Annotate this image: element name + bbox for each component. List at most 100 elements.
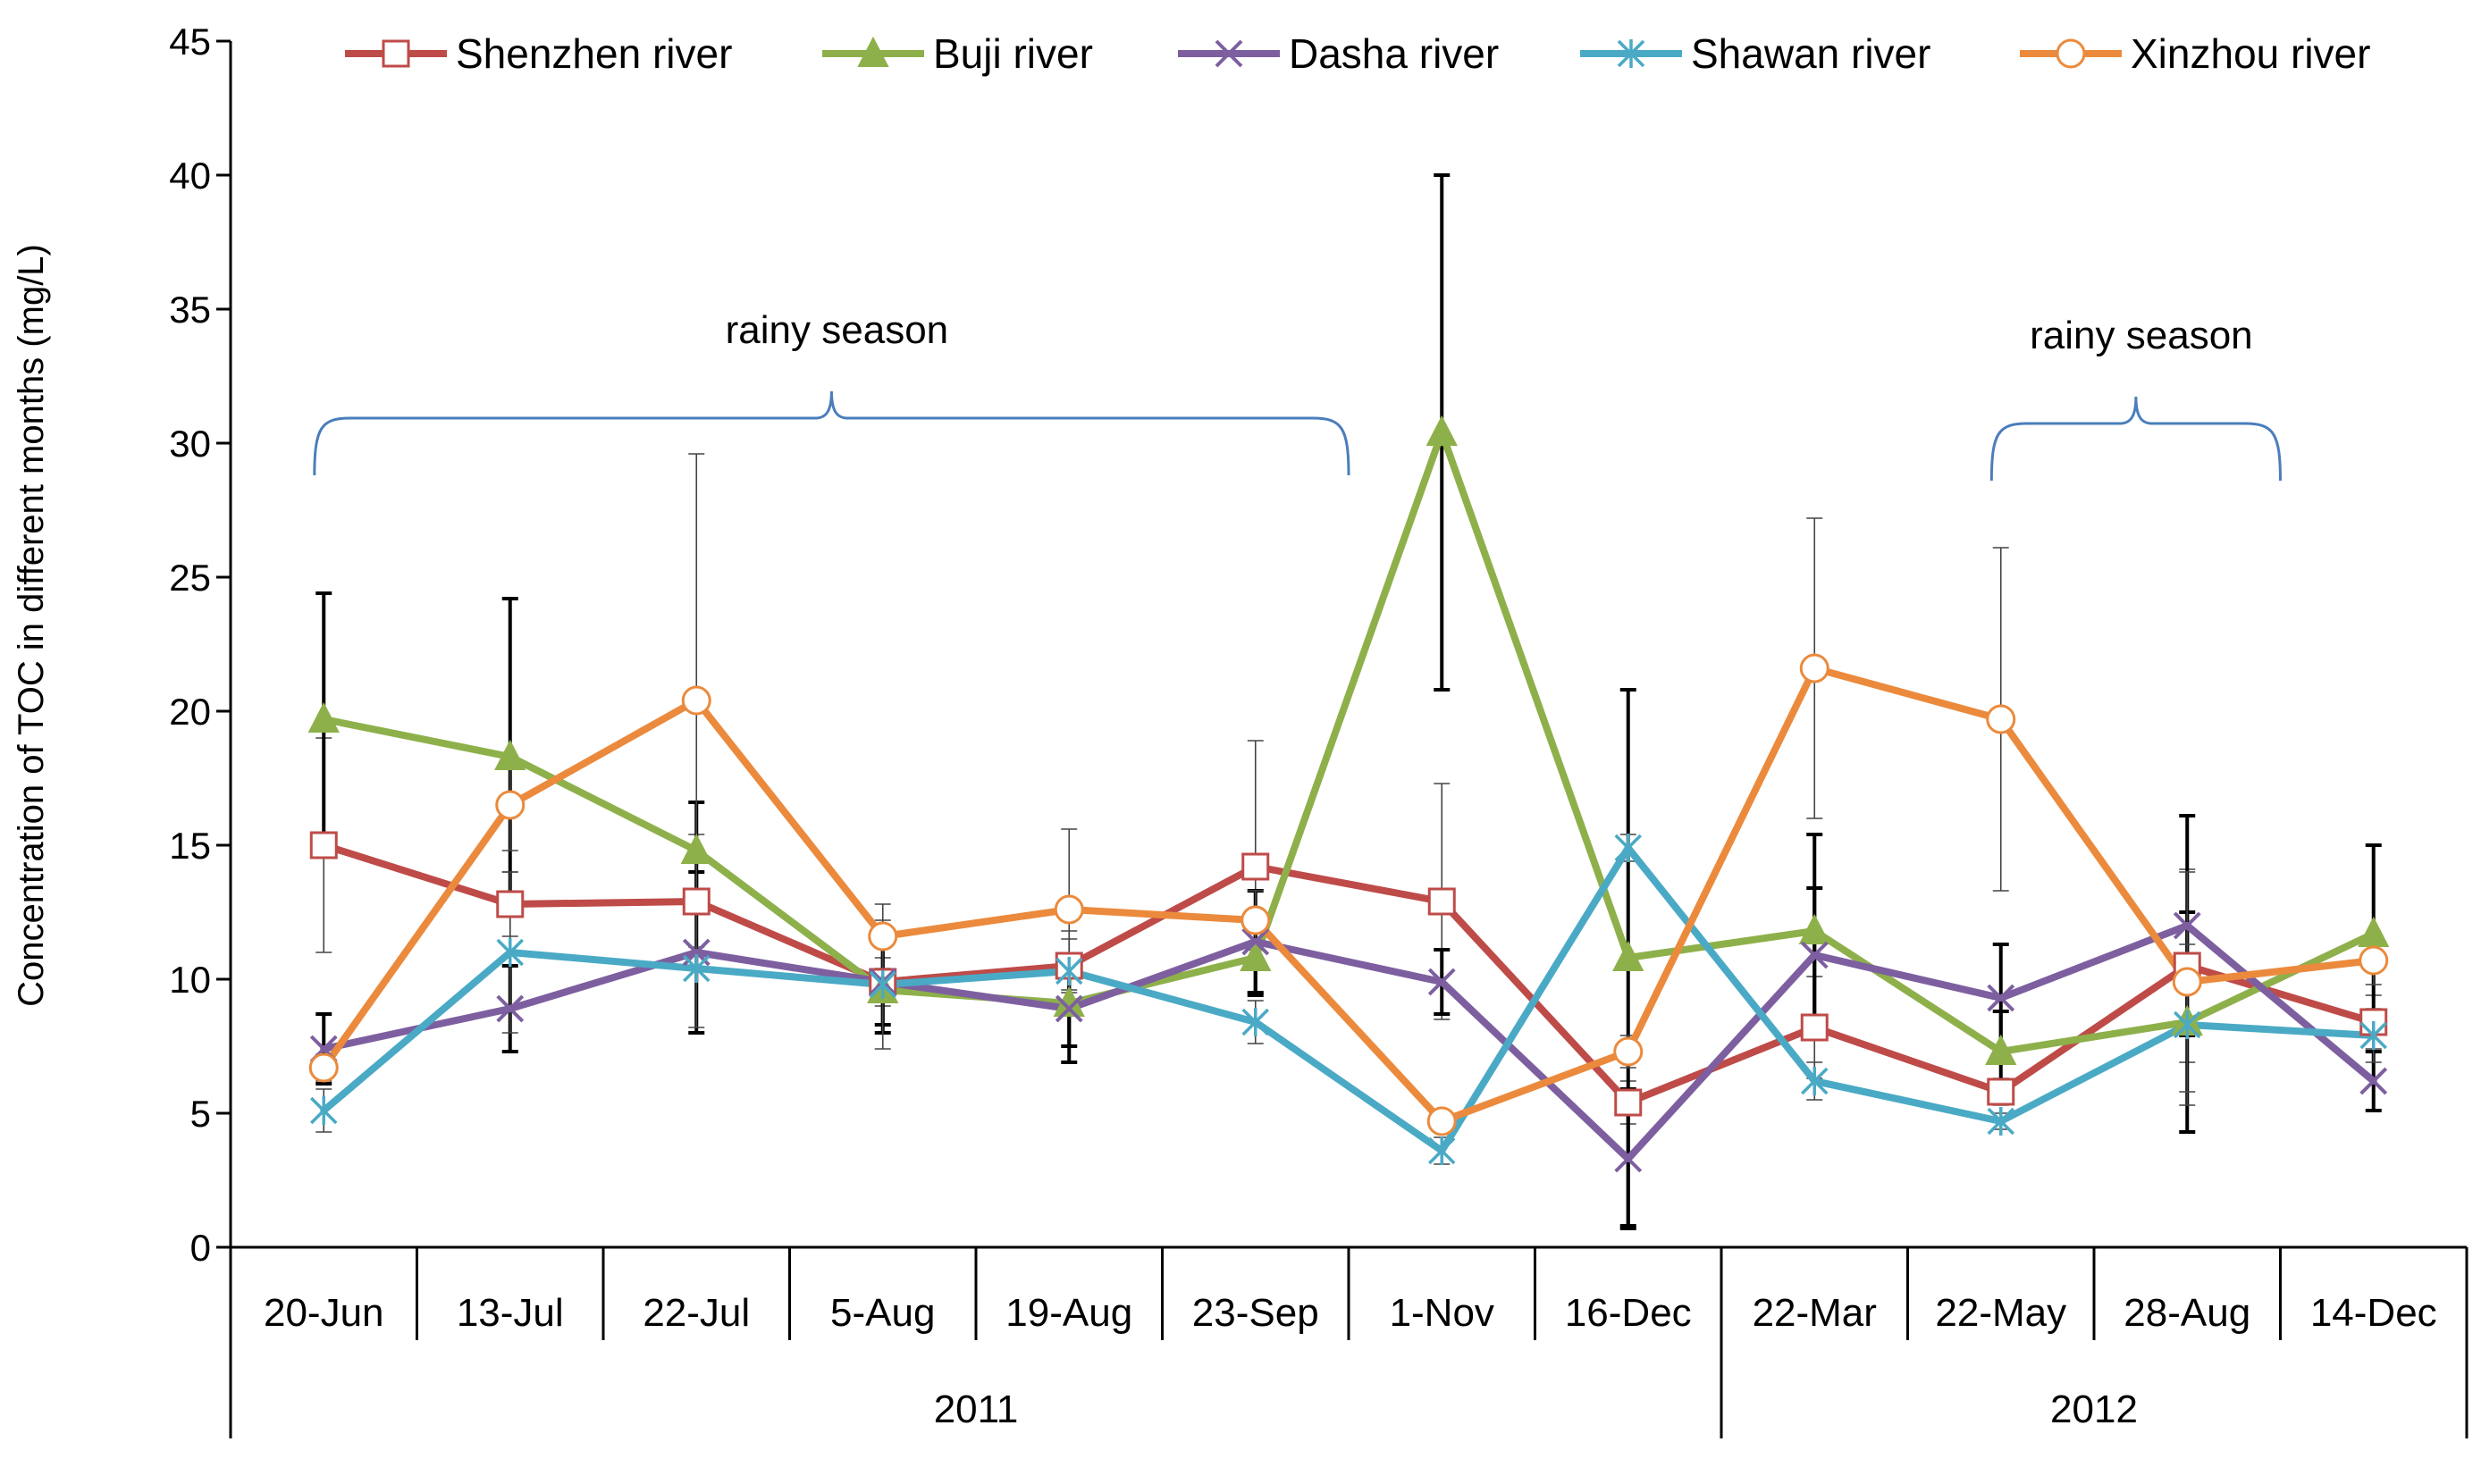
legend-marker-shawan-river: [1617, 39, 1645, 68]
y-tick-label: 45: [169, 21, 211, 63]
legend-marker-xinzhou-river: [2056, 38, 2086, 69]
x-category-label: 22-May: [1935, 1291, 2066, 1335]
buji-river-marker: [1426, 415, 1458, 446]
y-tick-label: 25: [169, 557, 211, 599]
buji-river-marker: [680, 833, 712, 864]
x-category-label: 20-Jun: [264, 1291, 384, 1335]
series-markers: [307, 415, 2390, 1173]
dasha-river-marker: [1427, 968, 1456, 996]
buji-river-marker: [494, 739, 526, 770]
dasha-river-marker: [2359, 1067, 2388, 1095]
dasha-river-marker: [1614, 1144, 1643, 1173]
x-category-label: 22-Jul: [643, 1291, 750, 1335]
x-category-label: 5-Aug: [830, 1291, 935, 1335]
year-label: 2012: [2050, 1388, 2138, 1431]
x-category-label: 14-Dec: [2310, 1291, 2437, 1335]
xinzhou-river-marker: [308, 1052, 339, 1083]
shenzhen-river-marker: [1241, 852, 1270, 881]
dasha-river-marker: [1055, 994, 1083, 1023]
xinzhou-river-marker: [1240, 905, 1271, 935]
shenzhen-river-marker: [682, 887, 711, 916]
shawan-river-marker: [1055, 957, 1083, 985]
series-line-xinzhou-river: [320, 665, 2377, 1125]
shawan-river-marker: [1987, 1107, 2014, 1136]
axes: 0 5 10 15 20 25 30 35 40 45 20-Jun 13-Jul 22-Jul 5-Au…: [169, 21, 2468, 1438]
y-tick-label: 10: [169, 959, 211, 1001]
shenzhen-river-marker: [1800, 1013, 1829, 1042]
legend-label: Dasha river: [1289, 30, 1499, 77]
series-line-shawan-river: [320, 844, 2377, 1154]
rainy-season-brace: [1989, 396, 2282, 482]
legend-item-xinzhou-river: Xinzhou river: [2020, 30, 2370, 77]
x-category-label: 22-Mar: [1753, 1291, 1877, 1335]
shenzhen-river-marker: [309, 831, 338, 859]
xinzhou-river-marker: [868, 921, 898, 952]
dasha-river-marker: [496, 994, 525, 1023]
xinzhou-river-marker: [1426, 1106, 1457, 1136]
xinzhou-river-marker: [1986, 704, 2016, 734]
x-category-label: 16-Dec: [1565, 1291, 1692, 1335]
shawan-river-marker: [496, 938, 524, 967]
y-tick-label: 40: [169, 155, 211, 197]
xinzhou-river-marker: [2359, 945, 2389, 976]
buji-river-marker: [1240, 940, 1272, 971]
shawan-river-marker: [683, 954, 711, 983]
legend-marker-dasha-river: [1215, 39, 1243, 68]
y-tick-label: 30: [169, 423, 211, 465]
year-label: 2011: [934, 1388, 1019, 1431]
shawan-river-marker: [1428, 1136, 1456, 1165]
legend-item-shawan-river: Shawan river: [1580, 30, 1930, 77]
rainy-season-annotations: rainy season rainy season: [313, 308, 2282, 482]
xinzhou-river-marker: [1054, 894, 1084, 925]
x-category-label: 19-Aug: [1005, 1291, 1132, 1335]
dasha-river-marker: [1241, 927, 1270, 956]
shawan-river-marker: [1801, 1067, 1829, 1095]
y-tick-label: 20: [169, 691, 211, 733]
buji-river-marker: [307, 701, 340, 733]
legend-marker-buji-river: [857, 36, 889, 67]
legend-label: Shenzhen river: [456, 30, 732, 77]
y-tick-label: 5: [190, 1093, 211, 1135]
legend-marker-shenzhen-river: [382, 39, 410, 68]
x-category-label: 13-Jul: [457, 1291, 564, 1335]
legend-item-buji-river: Buji river: [822, 30, 1093, 77]
x-category-label: 1-Nov: [1390, 1291, 1494, 1335]
y-tick-label: 0: [190, 1227, 211, 1269]
shenzhen-river-marker: [1427, 887, 1456, 916]
shenzhen-river-marker: [1987, 1077, 2015, 1106]
legend-item-dasha-river: Dasha river: [1178, 30, 1499, 77]
shawan-river-marker: [1241, 1008, 1269, 1036]
x-category-label: 28-Aug: [2124, 1291, 2250, 1335]
shawan-river-marker: [2174, 1010, 2201, 1039]
series-line-shenzhen-river: [320, 842, 2377, 1106]
legend-label: Buji river: [933, 30, 1093, 77]
dasha-river-marker: [1987, 984, 2015, 1012]
legend-item-shenzhen-river: Shenzhen river: [345, 30, 732, 77]
xinzhou-river-marker: [495, 790, 526, 820]
dasha-river-marker: [2173, 911, 2201, 940]
shawan-river-marker: [310, 1096, 338, 1125]
y-tick-label: 15: [169, 825, 211, 867]
legend-label: Xinzhou river: [2131, 30, 2370, 77]
shenzhen-river-marker: [496, 890, 525, 918]
shenzhen-river-marker: [1614, 1088, 1643, 1117]
xinzhou-river-marker: [2172, 967, 2202, 997]
shawan-river-marker: [869, 970, 896, 999]
x-category-label: 23-Sep: [1192, 1291, 1319, 1335]
buji-river-marker: [1985, 1034, 2017, 1065]
legend: Shenzhen river Buji river Dasha river Shawa…: [345, 30, 2370, 77]
xinzhou-river-marker: [1799, 653, 1829, 683]
shawan-river-marker: [1614, 834, 1642, 862]
xinzhou-river-marker: [681, 685, 711, 716]
y-axis-label: Concentration of TOC in different months…: [12, 244, 51, 1007]
shawan-river-marker: [2359, 1021, 2387, 1050]
dasha-river-marker: [1800, 941, 1829, 969]
buji-river-marker: [1798, 913, 1830, 944]
series-lines: [320, 429, 2377, 1162]
series-line-buji-river: [320, 429, 2377, 1055]
rainy-season-brace: [313, 390, 1350, 476]
y-tick-label: 35: [169, 289, 211, 331]
series-line-dasha-river: [320, 922, 2377, 1162]
